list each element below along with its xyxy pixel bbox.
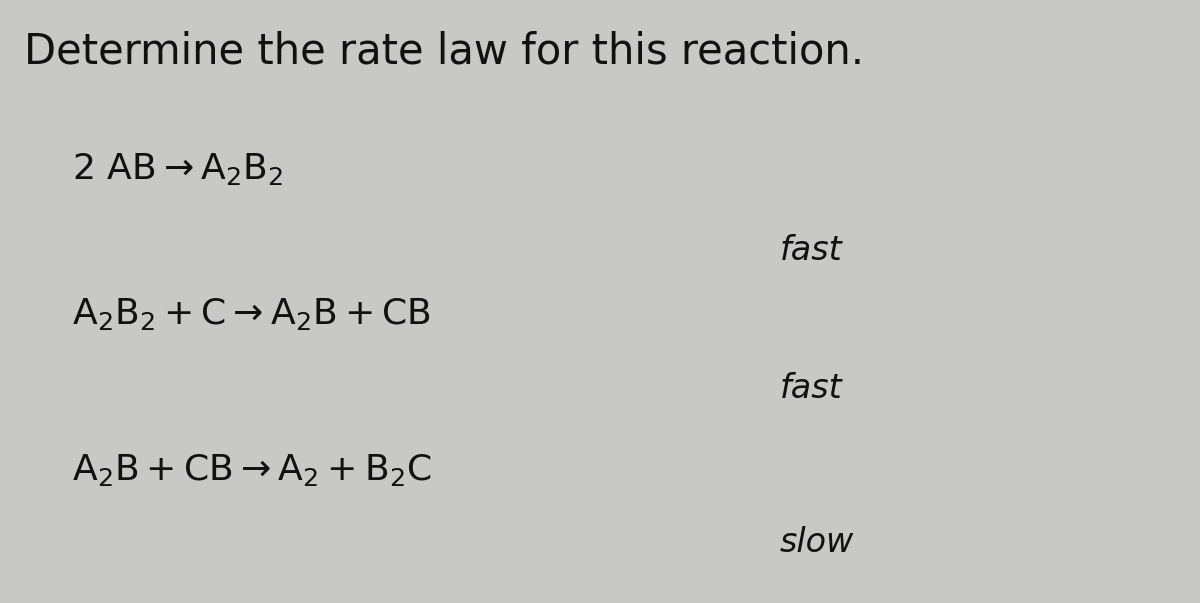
Text: fast: fast <box>780 234 842 267</box>
Text: fast: fast <box>780 373 842 405</box>
Text: Determine the rate law for this reaction.: Determine the rate law for this reaction… <box>24 30 864 72</box>
Text: $\mathsf{A_2B_2 + C \rightarrow A_2B + CB}$: $\mathsf{A_2B_2 + C \rightarrow A_2B + C… <box>72 295 431 332</box>
Text: $\mathsf{2\ AB \rightarrow A_2B_2}$: $\mathsf{2\ AB \rightarrow A_2B_2}$ <box>72 151 283 187</box>
Text: $\mathsf{A_2B + CB \rightarrow A_2 + B_2C}$: $\mathsf{A_2B + CB \rightarrow A_2 + B_2… <box>72 452 432 488</box>
Text: slow: slow <box>780 526 854 559</box>
